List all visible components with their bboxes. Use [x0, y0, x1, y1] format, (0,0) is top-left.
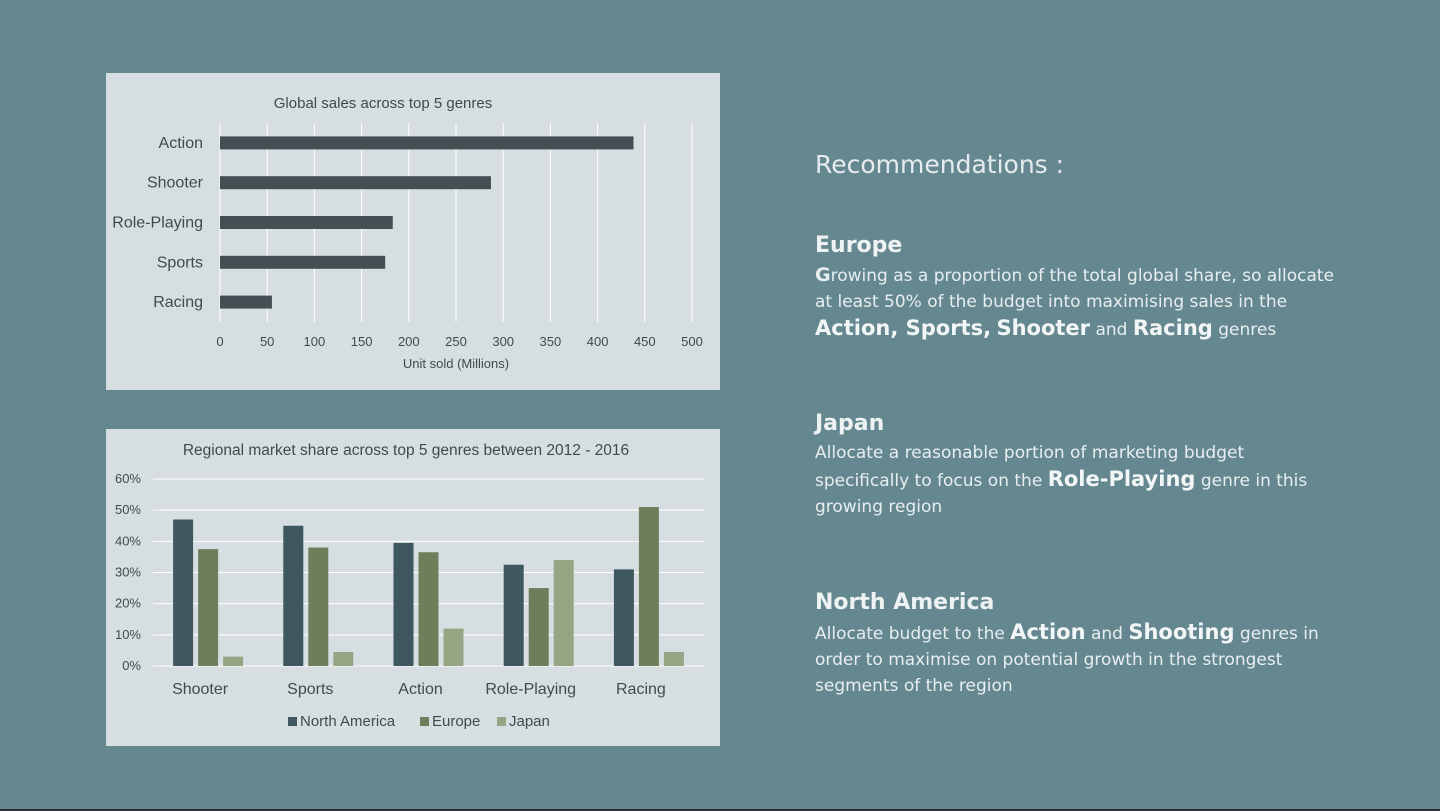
regional-share-chart: Regional market share across top 5 genre…: [106, 429, 720, 746]
bar: [393, 542, 414, 666]
japan-keyword-1: Role-Playing: [1047, 467, 1196, 491]
bar: [220, 136, 634, 150]
north-america-body: Allocate budget to the Action and Shooti…: [815, 619, 1335, 699]
x-category-label: Action: [398, 681, 442, 698]
north-america-heading: North America: [815, 590, 995, 615]
bar: [220, 216, 393, 229]
x-axis-title: Unit sold (Millions): [403, 356, 509, 371]
bar: [173, 519, 194, 666]
y-category-label: Action: [159, 135, 203, 152]
y-tick-label: 20%: [115, 596, 141, 611]
y-category-label: Role-Playing: [112, 215, 203, 232]
bar: [503, 564, 524, 666]
europe-body: Growing as a proportion of the total glo…: [815, 262, 1335, 343]
bar: [223, 656, 244, 666]
chart-title: Regional market share across top 5 genre…: [183, 442, 629, 459]
japan-body: Allocate a reasonable portion of marketi…: [815, 440, 1335, 520]
y-category-label: Sports: [157, 254, 203, 271]
europe-initial: G: [815, 264, 831, 286]
north-america-section: North America Allocate budget to the Act…: [815, 590, 1335, 699]
bar: [528, 588, 549, 666]
x-tick-label: 300: [492, 334, 514, 349]
y-tick-label: 60%: [115, 471, 141, 486]
legend-label: Europe: [432, 713, 480, 730]
bottom-rule: [0, 809, 1440, 811]
regional-share-chart-svg: Regional market share across top 5 genre…: [115, 442, 704, 730]
x-tick-label: 450: [634, 334, 656, 349]
bar: [308, 547, 329, 666]
europe-section: Europe Growing as a proportion of the to…: [815, 233, 1335, 343]
y-tick-label: 0%: [122, 658, 141, 673]
japan-text-2: genre in this growing region: [815, 471, 1308, 517]
japan-text-1: Allocate a reasonable portion of marketi…: [815, 443, 1245, 491]
europe-heading: Europe: [815, 233, 903, 258]
bar: [638, 507, 659, 666]
x-category-label: Racing: [616, 681, 666, 698]
x-category-label: Role-Playing: [485, 681, 576, 698]
y-tick-label: 50%: [115, 502, 141, 517]
north-america-text-3: genres in order to maximise on potential…: [815, 624, 1319, 696]
europe-keyword-3: Racing: [1132, 316, 1213, 340]
x-category-label: Shooter: [172, 681, 229, 698]
x-tick-label: 100: [304, 334, 326, 349]
x-category-label: Sports: [287, 681, 333, 698]
bar: [443, 628, 464, 666]
north-america-keyword-1: Action: [1010, 620, 1086, 644]
north-america-keyword-2: Shooting: [1128, 620, 1235, 644]
legend-label: North America: [300, 713, 396, 730]
chart-title: Global sales across top 5 genres: [274, 95, 492, 112]
bar: [663, 651, 684, 666]
y-tick-label: 40%: [115, 533, 141, 548]
legend-label: Japan: [509, 713, 550, 730]
bar: [333, 651, 354, 666]
japan-heading: Japan: [815, 411, 885, 436]
legend-swatch: [288, 717, 297, 726]
bar: [553, 560, 574, 666]
x-tick-label: 500: [681, 334, 703, 349]
europe-text-1: rowing as a proportion of the total glob…: [815, 266, 1335, 312]
x-tick-label: 250: [445, 334, 467, 349]
legend-swatch: [497, 717, 506, 726]
x-tick-label: 50: [260, 334, 274, 349]
north-america-text-1: Allocate budget to the: [815, 624, 1011, 644]
bar: [418, 552, 439, 666]
japan-section: Japan Allocate a reasonable portion of m…: [815, 411, 1335, 520]
europe-text-3: genres: [1212, 320, 1277, 340]
europe-keyword-1: Action, Sports,: [815, 316, 992, 340]
bar: [283, 525, 304, 666]
x-tick-label: 350: [540, 334, 562, 349]
bar: [613, 569, 634, 666]
bar: [220, 295, 272, 309]
x-tick-label: 150: [351, 334, 373, 349]
y-tick-label: 30%: [115, 565, 141, 580]
x-tick-label: 0: [216, 334, 223, 349]
legend-swatch: [420, 717, 429, 726]
global-sales-chart-svg: Global sales across top 5 genres 0 50 100 15…: [112, 95, 703, 371]
y-category-label: Racing: [153, 294, 203, 311]
europe-text-2: and: [1090, 320, 1133, 340]
y-category-label: Shooter: [147, 175, 204, 192]
y-tick-label: 10%: [115, 627, 141, 642]
global-sales-chart: Global sales across top 5 genres 0 50 100 15…: [106, 73, 720, 390]
bar: [220, 255, 386, 269]
x-tick-label: 400: [587, 334, 609, 349]
europe-keyword-2: Shooter: [996, 316, 1091, 340]
bar: [198, 549, 219, 666]
north-america-text-2: and: [1085, 624, 1129, 644]
recommendations-title: Recommendations :: [815, 150, 1065, 179]
x-tick-label: 200: [398, 334, 420, 349]
bar: [220, 176, 491, 190]
